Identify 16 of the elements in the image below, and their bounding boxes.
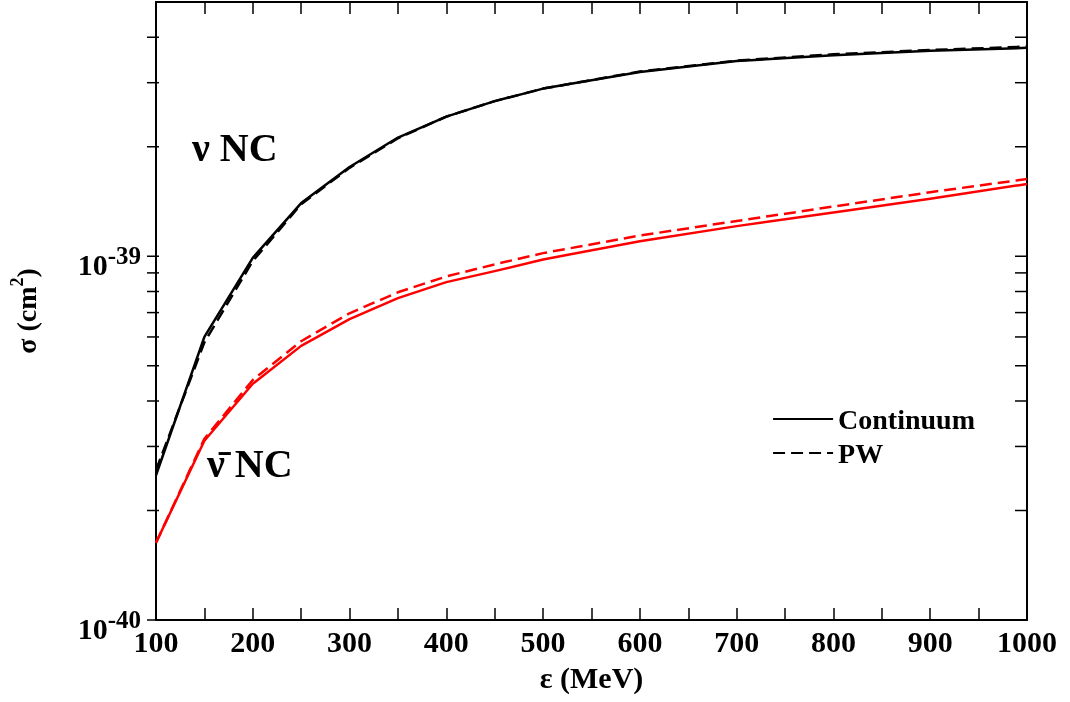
legend-label: PW (838, 437, 884, 469)
x-axis-title: ε (MeV) (539, 660, 644, 695)
x-tick-label: 300 (327, 624, 373, 658)
x-tick-label: 600 (617, 624, 663, 658)
y-axis-title: σ (cm2) (7, 268, 42, 354)
x-tick-label: 700 (714, 624, 760, 658)
annotation: ν NC (191, 124, 278, 170)
annotation: ν̄ NC (206, 440, 293, 486)
x-tick-label: 400 (423, 624, 469, 658)
x-tick-label: 500 (520, 624, 566, 658)
y-tick-label: 10$^{-39}$ (77, 241, 141, 282)
x-tick-label: 1000 (997, 624, 1057, 658)
legend-label: Continuum (838, 403, 975, 435)
x-tick-label: 800 (810, 624, 856, 658)
x-tick-label: 900 (907, 624, 953, 658)
x-tick-label: 200 (230, 624, 276, 658)
